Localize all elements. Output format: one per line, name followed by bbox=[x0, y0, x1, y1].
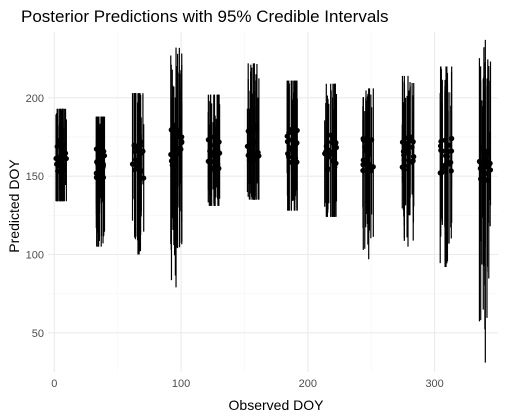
observation-group bbox=[205, 94, 223, 206]
prediction-point bbox=[211, 167, 218, 173]
prediction-point bbox=[171, 155, 178, 162]
prediction-point bbox=[55, 162, 61, 169]
prediction-point bbox=[178, 146, 184, 152]
y-tick-label: 200 bbox=[26, 93, 44, 105]
prediction-point bbox=[285, 151, 291, 157]
y-tick-label: 150 bbox=[26, 171, 44, 183]
group-mean-point bbox=[211, 149, 218, 156]
x-tick-label: 0 bbox=[51, 378, 57, 390]
prediction-point bbox=[244, 143, 251, 149]
observation-group bbox=[168, 47, 185, 288]
observation-group bbox=[53, 108, 69, 202]
prediction-point bbox=[294, 140, 300, 146]
x-tick-label: 100 bbox=[172, 378, 190, 390]
prediction-point bbox=[448, 168, 454, 174]
observation-group bbox=[284, 80, 300, 211]
prediction-point bbox=[57, 137, 64, 143]
prediction-point bbox=[410, 158, 416, 164]
data-marks bbox=[53, 39, 494, 363]
observation-group bbox=[244, 63, 262, 200]
grid bbox=[48, 32, 498, 372]
prediction-point bbox=[174, 127, 181, 133]
prediction-point bbox=[407, 134, 413, 140]
prediction-point bbox=[481, 147, 487, 153]
prediction-point bbox=[101, 153, 108, 159]
group-mean-point bbox=[250, 138, 257, 145]
prediction-point bbox=[442, 137, 448, 143]
y-tick-label: 100 bbox=[26, 249, 44, 261]
prediction-point bbox=[477, 165, 483, 172]
group-mean-point bbox=[173, 144, 180, 151]
prediction-point bbox=[93, 146, 99, 152]
observation-group bbox=[437, 66, 455, 268]
group-mean-point bbox=[365, 151, 372, 158]
group-mean-point bbox=[135, 157, 141, 164]
prediction-point bbox=[324, 167, 330, 174]
x-tick-label: 300 bbox=[425, 378, 443, 390]
prediction-point bbox=[322, 151, 328, 157]
prediction-point bbox=[369, 137, 375, 143]
observation-group bbox=[360, 88, 376, 260]
observation-group bbox=[399, 75, 417, 247]
group-mean-point bbox=[98, 160, 105, 167]
prediction-point bbox=[438, 147, 444, 153]
observation-group bbox=[322, 83, 340, 217]
observation-group bbox=[129, 93, 147, 255]
prediction-point bbox=[141, 175, 147, 181]
prediction-point bbox=[406, 138, 412, 144]
prediction-point bbox=[138, 168, 144, 174]
prediction-point bbox=[330, 140, 336, 146]
prediction-point bbox=[251, 156, 257, 163]
x-axis-label: Observed DOY bbox=[229, 397, 325, 413]
prediction-point bbox=[365, 142, 371, 148]
group-mean-point bbox=[327, 149, 334, 156]
observation-group bbox=[93, 116, 108, 247]
prediction-point bbox=[399, 164, 405, 170]
chart-title: Posterior Predictions with 95% Credible … bbox=[21, 7, 389, 26]
prediction-point bbox=[248, 128, 254, 134]
x-tick-label: 200 bbox=[299, 378, 317, 390]
group-mean-point bbox=[482, 160, 489, 167]
prediction-point bbox=[360, 167, 366, 174]
y-tick-label: 50 bbox=[32, 328, 44, 340]
prediction-point bbox=[62, 150, 69, 156]
prediction-point bbox=[400, 148, 406, 155]
group-mean-point bbox=[405, 149, 411, 156]
observation-group bbox=[476, 39, 494, 363]
prediction-point bbox=[133, 144, 139, 150]
tick-labels: 0 100 200 300 50 100 150 200 bbox=[26, 93, 444, 390]
group-mean-point bbox=[57, 154, 64, 161]
group-mean-point bbox=[288, 144, 295, 151]
prediction-point bbox=[207, 148, 213, 154]
group-mean-point bbox=[443, 152, 450, 159]
y-axis-label: Predicted DOY bbox=[6, 159, 22, 253]
